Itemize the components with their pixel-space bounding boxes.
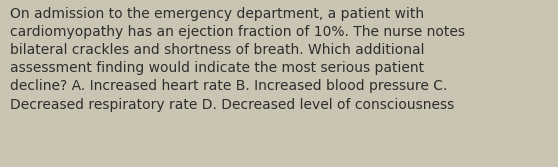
Text: On admission to the emergency department, a patient with
cardiomyopathy has an e: On admission to the emergency department… xyxy=(10,7,465,112)
